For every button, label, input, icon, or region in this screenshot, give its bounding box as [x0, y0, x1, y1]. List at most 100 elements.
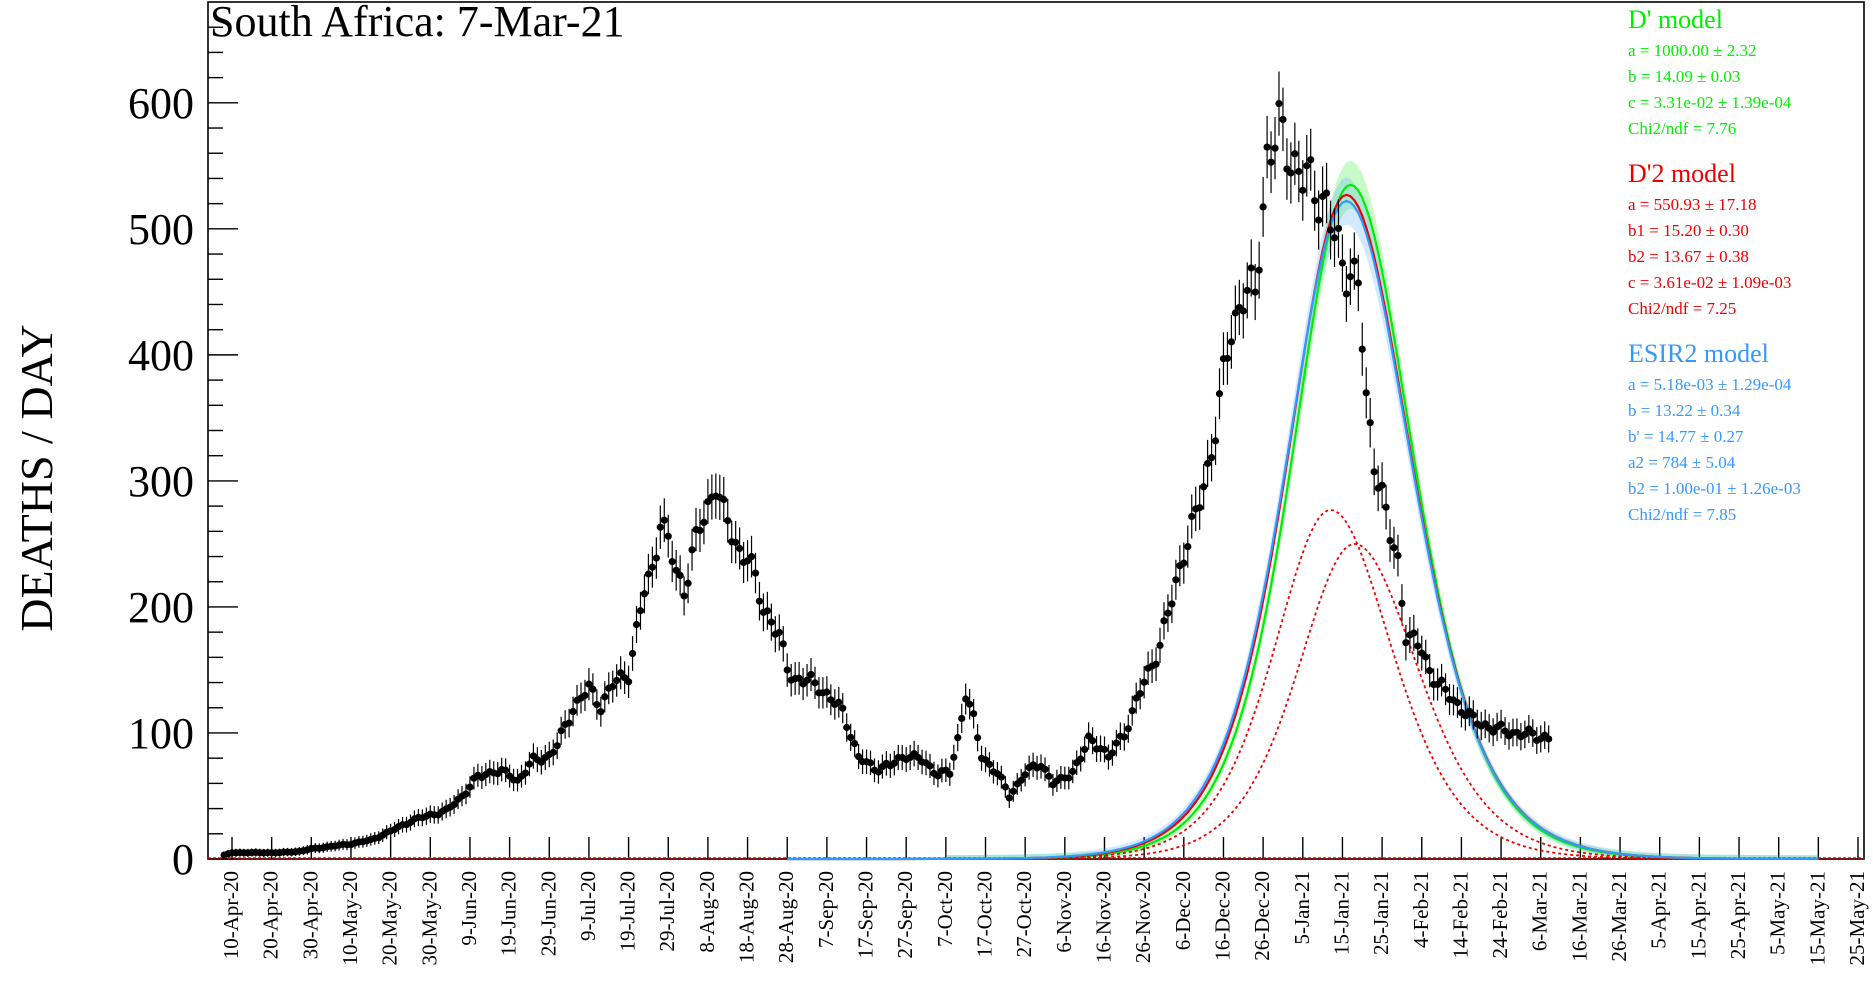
y-tick-label: 0: [172, 835, 194, 884]
data-point: [954, 734, 962, 742]
x-tick-label: 19-Jul-20: [616, 871, 640, 952]
plot-frame: [207, 1, 1865, 860]
data-point: [1065, 774, 1073, 782]
data-point: [660, 516, 668, 524]
data-point: [644, 570, 653, 578]
data-point: [843, 723, 851, 732]
data-point: [1196, 504, 1204, 512]
data-point: [1152, 660, 1160, 668]
data-point: [1184, 543, 1192, 551]
data-point: [1081, 745, 1089, 754]
x-tick-label: 18-Aug-20: [735, 871, 759, 963]
data-point: [1223, 354, 1232, 362]
data-point: [1164, 609, 1172, 617]
data-point: [1124, 725, 1132, 733]
data-point: [1386, 536, 1394, 545]
data-point: [732, 538, 740, 546]
data-point: [767, 618, 775, 626]
y-tick-label: 400: [128, 331, 194, 380]
y-axis-title: DEATHS / DAY: [11, 324, 62, 632]
x-tick-label: 26-Mar-21: [1607, 871, 1631, 962]
data-point: [1259, 203, 1267, 211]
data-point: [1422, 653, 1430, 661]
x-tick-label: 26-Nov-20: [1131, 871, 1155, 963]
data-point: [1366, 419, 1374, 427]
data-point: [1279, 115, 1287, 124]
data-point: [1001, 783, 1009, 791]
data-point: [1461, 712, 1469, 720]
x-tick-label: 10-Apr-20: [219, 871, 243, 959]
data-point: [1453, 698, 1462, 707]
data-point: [795, 674, 803, 682]
data-point: [1017, 776, 1025, 784]
data-point: [1088, 737, 1097, 745]
model-curve: [787, 199, 1819, 861]
data-point: [1243, 286, 1251, 295]
data-point: [617, 669, 625, 677]
data-point: [636, 607, 645, 615]
data-point: [1112, 739, 1120, 747]
data-point: [1069, 767, 1077, 776]
data-point: [569, 707, 577, 716]
x-tick-label: 17-Sep-20: [854, 871, 878, 959]
x-tick-label: 9-Jul-20: [576, 871, 600, 941]
data-point: [1346, 273, 1354, 281]
legend-model-param: b = 14.09 ± 0.03: [1628, 67, 1740, 86]
data-point: [958, 714, 966, 723]
data-point: [1045, 772, 1053, 780]
x-tick-label: 30-May-20: [417, 871, 441, 965]
data-point: [466, 783, 474, 791]
data-point: [1251, 288, 1259, 296]
data-point: [1215, 390, 1224, 398]
legend-model-name: D'2 model: [1628, 159, 1736, 188]
data-point: [1469, 711, 1477, 719]
x-tick-label: 29-Jun-20: [536, 871, 560, 956]
x-tick-label: 5-Jan-21: [1290, 871, 1314, 944]
model-band: [945, 177, 1819, 860]
data-point: [624, 678, 633, 686]
data-point: [755, 597, 764, 605]
data-point: [1239, 307, 1247, 315]
data-point: [1362, 389, 1370, 397]
data-point: [656, 523, 664, 531]
data-point: [783, 666, 791, 674]
data-point: [851, 739, 859, 748]
data-point: [1402, 639, 1410, 647]
data-point: [946, 770, 954, 778]
x-tick-label: 26-Dec-20: [1250, 871, 1274, 961]
legend-model-param: b2 = 1.00e-01 ± 1.26e-03: [1628, 479, 1801, 498]
data-point: [1299, 186, 1307, 194]
data-point: [585, 680, 593, 688]
data-point: [1354, 279, 1362, 287]
data-point: [973, 734, 982, 742]
x-tick-label: 6-Mar-21: [1528, 871, 1552, 951]
data-point: [1021, 771, 1029, 779]
legend-model-param: b' = 14.77 ± 0.27: [1628, 427, 1744, 446]
data-point: [450, 800, 458, 809]
x-tick-label: 7-Sep-20: [814, 871, 838, 948]
data-point: [1200, 483, 1208, 491]
data-point: [1330, 234, 1339, 242]
legend-model-param: Chi2/ndf = 7.76: [1628, 119, 1736, 138]
data-point: [581, 691, 589, 700]
x-tick-label: 16-Mar-21: [1567, 871, 1591, 962]
data-point: [676, 571, 684, 579]
data-point: [1398, 599, 1406, 608]
data-point: [1287, 169, 1295, 177]
data-point: [1437, 676, 1446, 684]
data-point: [1382, 503, 1390, 511]
x-tick-label: 15-Apr-21: [1686, 871, 1710, 959]
data-point: [890, 759, 898, 767]
data-point: [926, 762, 934, 770]
data-point: [1255, 266, 1263, 274]
x-tick-label: 6-Nov-20: [1052, 871, 1076, 953]
data-point: [997, 773, 1005, 781]
legend-model-param: a = 550.93 ± 17.18: [1628, 195, 1756, 214]
data-point: [720, 495, 728, 504]
data-point: [565, 719, 573, 727]
data-point: [521, 769, 530, 777]
x-tick-label: 25-Apr-21: [1726, 871, 1750, 959]
model-component-curve: [787, 542, 1819, 860]
data-point: [1350, 257, 1358, 265]
